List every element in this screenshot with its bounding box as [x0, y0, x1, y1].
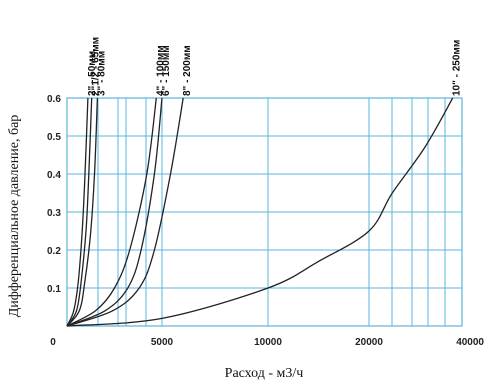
series-label: 6" - 150мм	[161, 45, 172, 96]
series-line	[66, 97, 454, 327]
x-tick-label: 10000	[254, 337, 282, 348]
x-tick-label: 20000	[355, 337, 383, 348]
x-tick-label: 40000	[456, 337, 484, 348]
grid	[66, 97, 463, 327]
series-line	[66, 97, 184, 327]
series-line	[66, 97, 89, 327]
series-label: 2" - 50мм	[87, 51, 98, 96]
x-tick-label: 5000	[151, 337, 174, 348]
series-label: 3" - 80мм	[96, 51, 107, 96]
series-group	[66, 97, 454, 327]
series-label: 10" - 250мм	[452, 40, 463, 96]
y-tick-label: 0.6	[47, 94, 61, 105]
x-axis-ticks: 0 5000 10000 20000 40000	[50, 337, 484, 348]
y-tick-label: 0.4	[47, 170, 61, 181]
x-axis-label: Расход - м3/ч	[225, 366, 304, 381]
y-tick-label: 0.3	[47, 208, 61, 219]
series-line	[66, 97, 93, 327]
series-line	[66, 97, 99, 327]
x-tick-label: 0	[50, 337, 56, 348]
plot-frame	[66, 97, 463, 327]
y-axis-ticks: 0.1 0.2 0.3 0.4 0.5 0.6	[47, 94, 61, 295]
series-label: 2"1/2 - 65мм	[91, 37, 102, 96]
y-axis-label: Дифференциальное давление, бар	[7, 115, 22, 318]
series-label: 8" - 200мм	[182, 45, 193, 96]
y-tick-label: 0.5	[47, 132, 61, 143]
series-line	[66, 97, 163, 327]
series-line	[66, 97, 157, 327]
y-tick-label: 0.2	[47, 246, 61, 257]
y-tick-label: 0.1	[47, 284, 61, 295]
series-label: 4" - 100мм	[155, 45, 166, 96]
